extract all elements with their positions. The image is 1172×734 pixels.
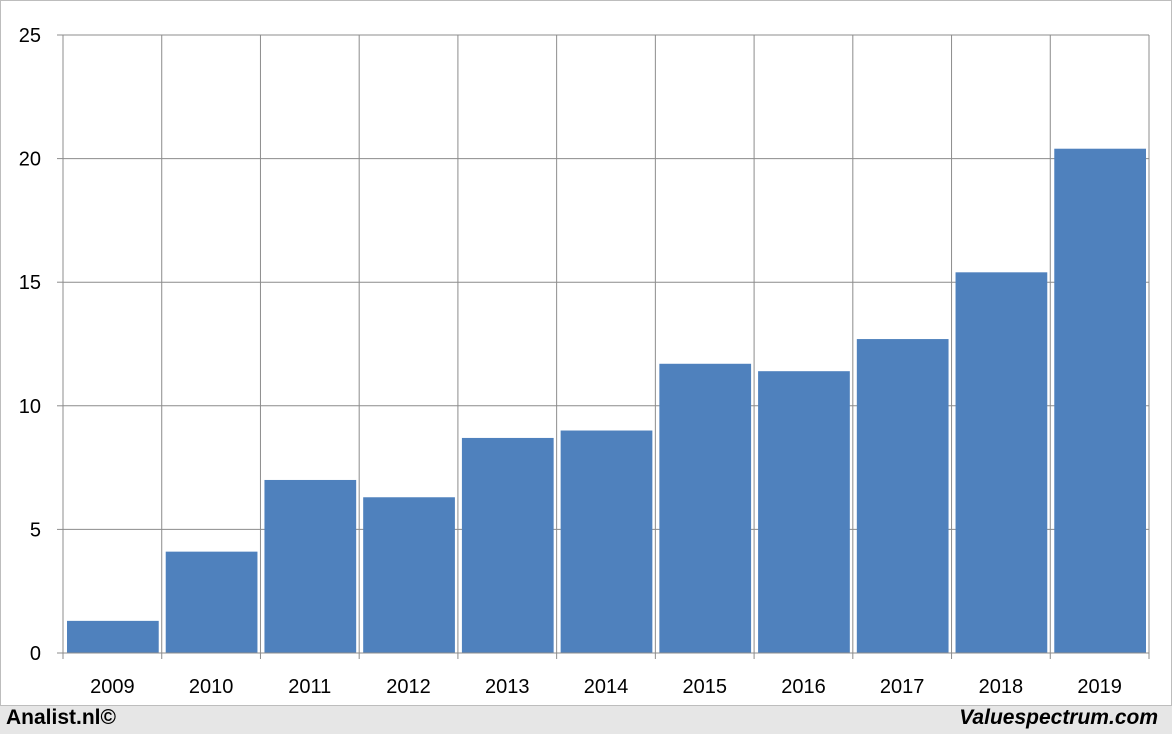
footer-right-credit: Valuespectrum.com <box>959 706 1158 729</box>
bar-2018 <box>955 272 1048 653</box>
y-tick-label: 15 <box>19 272 41 294</box>
bar-2019 <box>1054 148 1146 653</box>
y-tick-label: 20 <box>19 149 41 171</box>
x-tick-label: 2011 <box>288 676 331 698</box>
bar-2011 <box>264 479 357 653</box>
x-tick-label: 2012 <box>386 676 431 698</box>
chart-frame: 0 5 10 15 20 25 2009 2010 2011 2012 2013 2014 2015 2… <box>0 0 1172 706</box>
x-tick-label: 2016 <box>781 676 826 698</box>
y-tick-label: 25 <box>19 25 41 47</box>
bar-2016 <box>758 371 850 653</box>
y-tick-label: 5 <box>30 519 41 541</box>
x-tick-label: 2013 <box>485 676 530 698</box>
bar-2009 <box>67 620 159 653</box>
x-tick-label: 2014 <box>584 676 629 698</box>
y-tick-label: 10 <box>19 396 41 418</box>
bars <box>67 148 1146 653</box>
bar-2015 <box>659 363 752 653</box>
x-tick-label: 2010 <box>189 676 234 698</box>
x-tick-label: 2009 <box>90 676 135 698</box>
grid-lines <box>62 34 1150 659</box>
x-tick-label: 2018 <box>979 676 1024 698</box>
y-tick-label: 0 <box>30 643 41 665</box>
x-tick-label: 2019 <box>1077 676 1122 698</box>
x-tick-labels: 2009 2010 2011 2012 2013 2014 2015 2016 2017 2018… <box>90 676 1122 698</box>
bar-2017 <box>856 339 949 653</box>
x-tick-label: 2017 <box>880 676 925 698</box>
bar-2012 <box>363 497 455 653</box>
bar-2010 <box>165 551 258 653</box>
bar-2014 <box>560 430 653 653</box>
x-tick-label: 2015 <box>682 676 727 698</box>
bar-2013 <box>461 437 554 653</box>
y-tick-labels: 0 5 10 15 20 25 <box>19 25 41 665</box>
footer-left-credit: Analist.nl© <box>6 706 116 729</box>
axes <box>57 34 1149 654</box>
